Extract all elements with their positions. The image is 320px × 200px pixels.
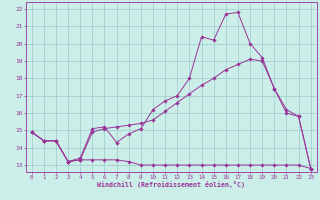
X-axis label: Windchill (Refroidissement éolien,°C): Windchill (Refroidissement éolien,°C)	[97, 181, 245, 188]
